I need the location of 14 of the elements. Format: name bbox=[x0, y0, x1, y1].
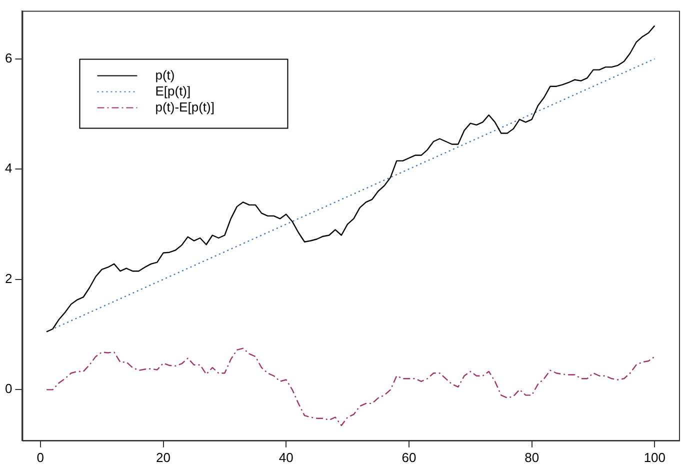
x-tick-label: 100 bbox=[644, 450, 666, 465]
legend-label: p(t) bbox=[155, 67, 175, 82]
x-tick-label: 20 bbox=[156, 450, 170, 465]
x-tick-label: 60 bbox=[402, 450, 416, 465]
legend-label: E[p(t)] bbox=[155, 83, 191, 98]
y-tick-label: 6 bbox=[4, 50, 12, 66]
x-tick-label: 40 bbox=[278, 450, 294, 465]
y-tick-label: 4 bbox=[4, 160, 12, 176]
y-tick-label: 0 bbox=[4, 381, 12, 396]
line-series bbox=[46, 348, 656, 426]
x-tick-label: 0 bbox=[36, 450, 44, 465]
x-tick-label: 80 bbox=[524, 450, 540, 465]
legend-label: p(t)-E[p(t)] bbox=[155, 99, 214, 114]
y-tick-label: 2 bbox=[4, 270, 12, 286]
